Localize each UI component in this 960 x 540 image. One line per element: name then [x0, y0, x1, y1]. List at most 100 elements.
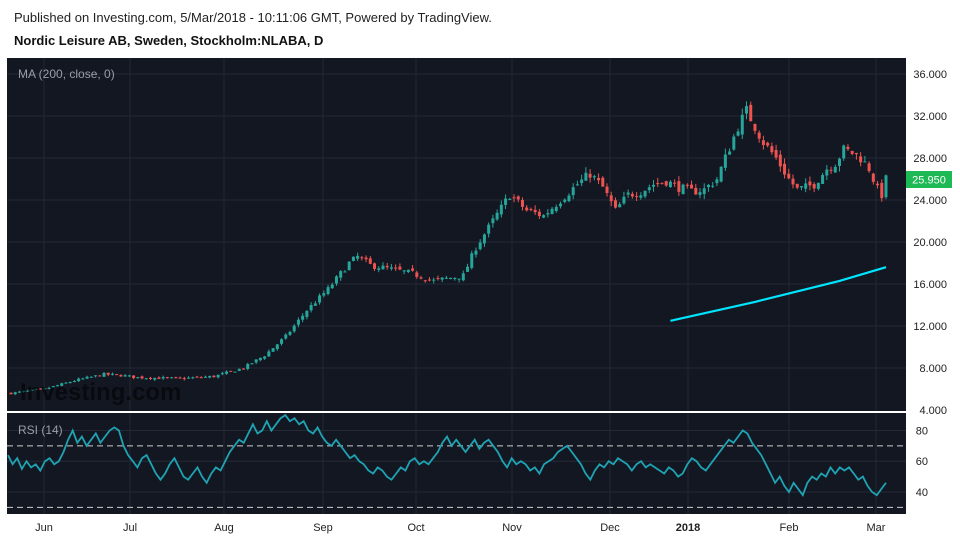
candle-body	[597, 177, 601, 181]
candle-body	[630, 193, 634, 197]
candle-body	[778, 154, 782, 167]
candle-body	[829, 169, 833, 171]
candle-body	[715, 179, 719, 184]
candle-body	[225, 371, 229, 374]
candle-body	[563, 199, 567, 202]
price-tick-label: 8.000	[919, 363, 947, 375]
candle-body	[339, 271, 343, 278]
candle-body	[318, 295, 322, 303]
time-tick-label: Oct	[407, 522, 424, 534]
candle-body	[652, 184, 656, 187]
candle-body	[89, 376, 93, 378]
candle-body	[246, 363, 250, 370]
candle-body	[34, 389, 38, 391]
candle-body	[525, 207, 529, 211]
candle-body	[17, 391, 21, 393]
candle-body	[584, 172, 588, 181]
candle-body	[533, 209, 537, 213]
candle-body	[643, 190, 647, 197]
candle-body	[415, 272, 419, 277]
candle-body	[859, 156, 863, 163]
candle-body	[47, 387, 51, 389]
candle-body	[440, 277, 444, 280]
published-note: Published on Investing.com, 5/Mar/2018 -…	[14, 10, 492, 25]
candle-body	[453, 277, 457, 279]
candle-body	[728, 151, 732, 155]
candle-body	[212, 375, 216, 378]
candle-body	[761, 140, 765, 146]
candle-body	[326, 287, 330, 294]
candle-body	[478, 242, 482, 250]
candle-body	[123, 375, 127, 377]
candle-body	[880, 182, 884, 199]
candle-body	[322, 293, 326, 296]
candle-body	[487, 224, 491, 234]
candle-body	[292, 325, 296, 332]
candle-body	[508, 198, 512, 200]
candle-body	[98, 375, 102, 377]
candle-body	[635, 196, 639, 198]
candle-body	[419, 277, 423, 279]
candle-body	[127, 375, 131, 377]
ma-layer	[670, 266, 887, 322]
candle-body	[842, 145, 846, 159]
candle-body	[389, 267, 393, 269]
candle-body	[821, 175, 825, 184]
candle-body	[191, 377, 195, 379]
candle-body	[174, 377, 178, 379]
candle-body	[766, 142, 770, 146]
candle-body	[681, 184, 685, 195]
candle-body	[301, 315, 305, 320]
candle-body	[144, 378, 148, 380]
candle-body	[795, 183, 799, 188]
candle-body	[241, 368, 245, 370]
candle-body	[512, 197, 516, 199]
candle-body	[60, 383, 64, 386]
candle-body	[284, 334, 288, 339]
candle-body	[482, 234, 486, 244]
candle-body	[491, 218, 495, 224]
candle-body	[411, 268, 415, 271]
candle-body	[26, 390, 30, 392]
candle-body	[85, 376, 89, 379]
rsi-tick-label: 80	[916, 425, 928, 437]
candle-body	[271, 348, 275, 352]
candle-body	[495, 212, 499, 220]
candle-body	[402, 270, 406, 272]
grid	[7, 58, 906, 514]
candle-body	[30, 389, 34, 391]
ma-indicator-label: MA (200, close, 0)	[18, 67, 115, 81]
candle-body	[364, 257, 368, 260]
candle-body	[394, 267, 398, 269]
last-price-tag: 25.950	[912, 175, 946, 187]
candle-body	[559, 203, 563, 207]
candle-body	[381, 265, 385, 270]
candle-body	[757, 132, 761, 139]
candle-body	[9, 392, 13, 395]
candle-body	[199, 377, 203, 379]
candle-body	[622, 196, 626, 204]
candle-body	[656, 183, 660, 185]
candle-body	[567, 195, 571, 202]
candle-body	[605, 186, 609, 193]
candle-body	[334, 276, 338, 284]
candle-body	[263, 356, 267, 359]
candle-body	[609, 195, 613, 202]
candle-body	[208, 376, 212, 378]
candle-body	[229, 370, 233, 372]
candle-body	[736, 131, 740, 136]
candle-body	[618, 204, 622, 208]
candle-body	[698, 192, 702, 195]
candle-body	[110, 373, 114, 375]
candle-body	[808, 181, 812, 186]
ma-200-line	[670, 266, 887, 322]
candle-body	[516, 196, 520, 200]
candle-body	[499, 204, 503, 215]
last-price-tag-bg	[906, 171, 952, 188]
candle-body	[51, 386, 55, 388]
candle-body	[55, 385, 59, 387]
candle-body	[178, 377, 182, 379]
candle-body	[871, 173, 875, 182]
candle-body	[64, 382, 68, 384]
